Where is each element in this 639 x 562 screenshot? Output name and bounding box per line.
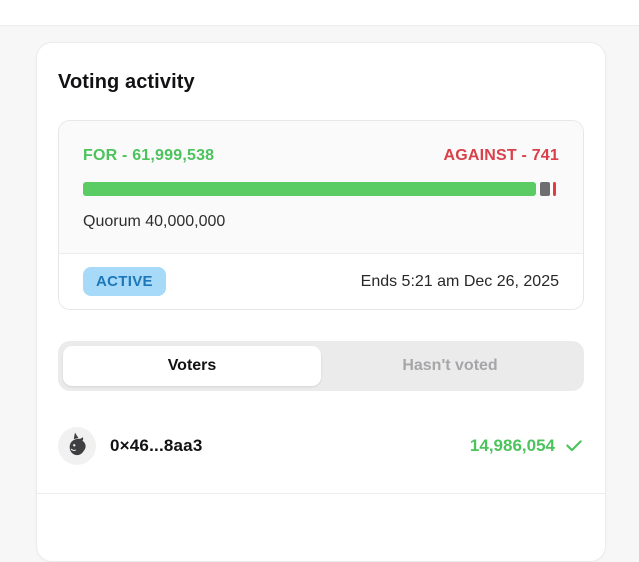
status-badge: ACTIVE [83, 267, 166, 296]
vote-progress-bar [83, 182, 559, 196]
tab-hasnt-voted-label: Hasn't voted [402, 357, 498, 374]
page-title: Voting activity [58, 71, 195, 93]
voters-tab-bar: Voters Hasn't voted [58, 341, 584, 391]
voter-address[interactable]: 0×46...8aa3 [110, 436, 203, 455]
quorum-label: Quorum 40,000,000 [83, 213, 226, 230]
vote-tally-section: FOR - 61,999,538 AGAINST - 741 Quorum 40… [59, 121, 583, 253]
voting-activity-card: Voting activity FOR - 61,999,538 AGAINST… [36, 42, 606, 562]
abstain-bar-segment [540, 182, 550, 196]
for-votes-label: FOR - 61,999,538 [83, 147, 215, 164]
against-bar-segment [552, 182, 557, 196]
voter-avatar [58, 427, 96, 465]
tab-voters-label: Voters [167, 357, 217, 374]
vote-for-check-icon [564, 436, 584, 456]
voter-row[interactable]: 0×46...8aa3 14,986,054 [58, 424, 584, 468]
tab-voters[interactable]: Voters [63, 346, 321, 386]
voter-list-divider [37, 493, 605, 494]
for-bar-segment [83, 182, 537, 196]
unicorn-icon [64, 431, 90, 462]
voter-vote-count: 14,986,054 [469, 436, 555, 455]
end-date-label: Ends 5:21 am Dec 26, 2025 [360, 272, 559, 290]
tab-hasnt-voted[interactable]: Hasn't voted [321, 346, 579, 386]
previous-card-bottom-edge [0, 0, 639, 26]
against-votes-label: AGAINST - 741 [443, 147, 559, 164]
vote-stats-panel: FOR - 61,999,538 AGAINST - 741 Quorum 40… [58, 120, 584, 310]
proposal-status-row: ACTIVE Ends 5:21 am Dec 26, 2025 [59, 253, 583, 309]
